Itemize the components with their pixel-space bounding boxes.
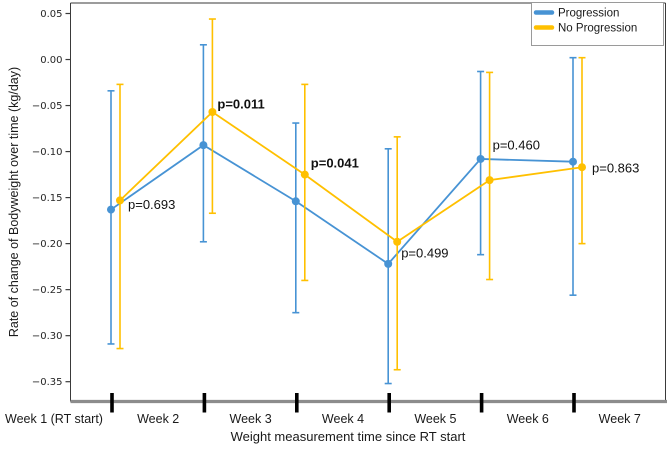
x-tick [202, 393, 207, 413]
data-point-no-progression-week-7 [578, 163, 586, 172]
p-value-annotation-week-6: p=0.460 [493, 137, 540, 152]
p-value-annotation-week-3: p=0.011 [217, 96, 264, 111]
data-point-no-progression-week-4 [300, 170, 309, 179]
data-point-progression-week-7 [569, 157, 577, 166]
x-bin-label: Week 7 [599, 412, 641, 426]
data-point-progression-week-6 [476, 154, 485, 163]
x-bin-label: Week 2 [137, 412, 179, 426]
y-tick-label: −0.10 [32, 147, 63, 158]
data-point-progression-week-2 [107, 205, 115, 214]
y-tick-label: −0.25 [32, 285, 63, 296]
legend-label-progression: Progression [558, 8, 619, 20]
data-point-no-progression-week-2 [116, 196, 124, 205]
data-point-no-progression-week-3 [208, 107, 217, 116]
data-point-no-progression-week-5 [393, 237, 402, 246]
x-bin-label: Week 6 [507, 412, 549, 426]
p-value-annotation-week-4: p=0.041 [311, 156, 359, 171]
data-point-progression-week-4 [291, 197, 300, 206]
x-tick [387, 393, 391, 413]
x-tick [295, 393, 299, 413]
y-tick-label: −0.35 [32, 377, 63, 388]
legend-frame [531, 2, 664, 46]
p-value-annotation-week-7: p=0.863 [592, 161, 639, 176]
y-tick-label: −0.20 [32, 239, 63, 250]
y-tick-label: 0.00 [40, 55, 62, 66]
x-tick [110, 393, 114, 413]
x-tick [479, 393, 484, 413]
data-point-no-progression-week-6 [485, 176, 494, 185]
p-value-annotation-week-2: p=0.693 [128, 197, 175, 212]
x-bin-label: Week 3 [230, 412, 272, 426]
legend-label-no-progression: No Progression [558, 23, 637, 35]
legend: Progression No Progression [531, 2, 664, 46]
series-line-progression [110, 144, 574, 266]
x-bin-label: Week 5 [414, 412, 456, 426]
data-point-progression-week-5 [384, 259, 393, 268]
y-tick-label: −0.05 [32, 101, 63, 112]
y-tick-label: 0.05 [40, 9, 62, 20]
p-value-annotation-week-5: p=0.499 [401, 245, 448, 260]
x-tick [572, 393, 576, 413]
x-bin-label: Week 4 [322, 412, 364, 426]
y-tick-label: −0.15 [32, 193, 63, 204]
x-bin-label: Week 1 (RT start) [5, 412, 103, 426]
y-tick-label: −0.30 [32, 331, 63, 342]
series-line-no-progression [119, 110, 583, 243]
data-point-progression-week-3 [199, 141, 208, 150]
